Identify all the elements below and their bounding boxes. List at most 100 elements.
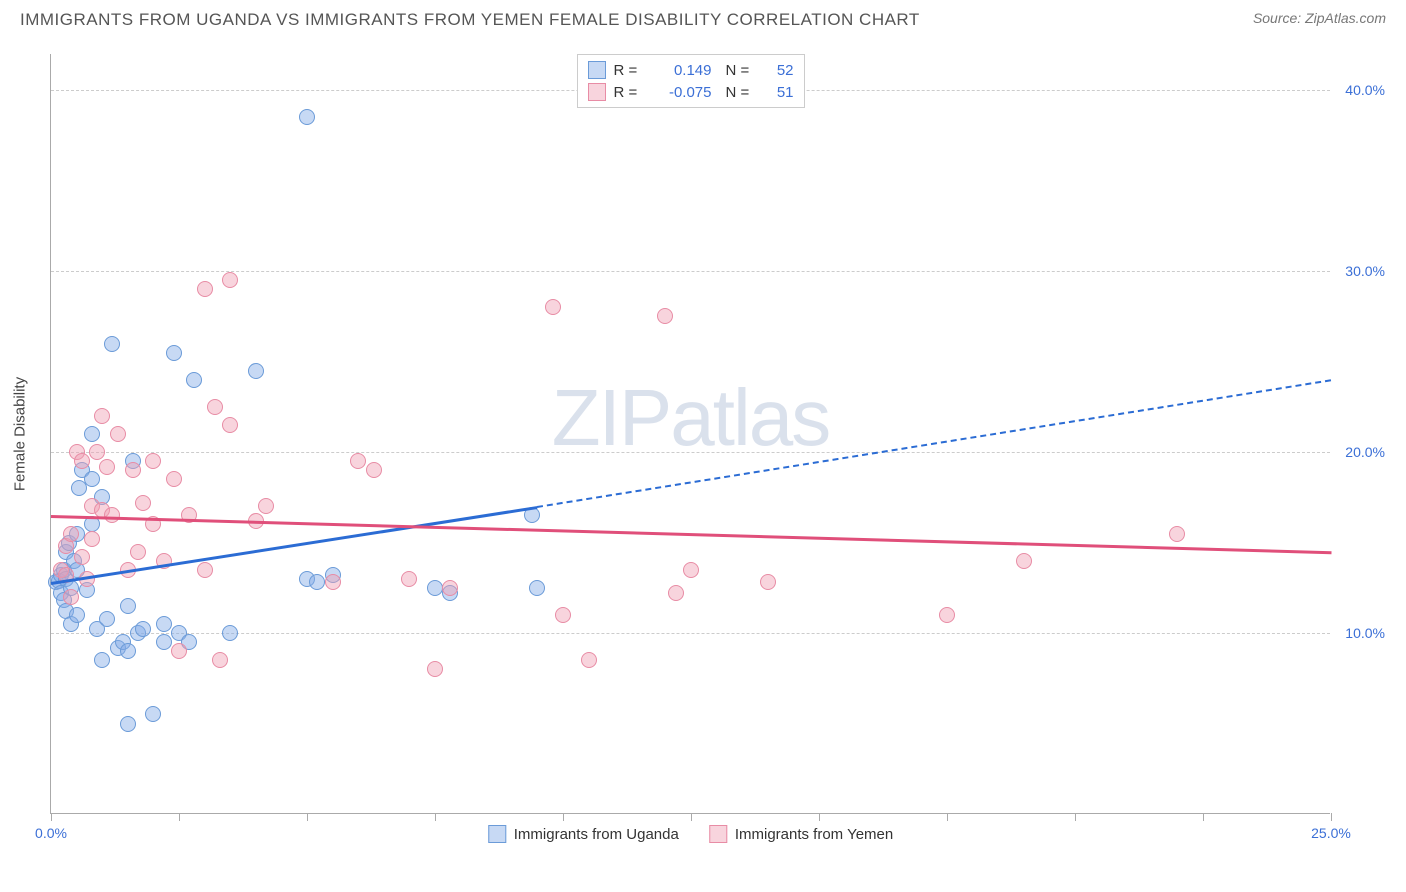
data-point bbox=[94, 408, 110, 424]
x-tick bbox=[947, 813, 948, 821]
data-point bbox=[350, 453, 366, 469]
gridline bbox=[51, 633, 1330, 634]
plot-area: ZIPatlas R =0.149N =52R =-0.075N =51 Imm… bbox=[50, 54, 1330, 814]
data-point bbox=[939, 607, 955, 623]
data-point bbox=[110, 426, 126, 442]
data-point bbox=[63, 589, 79, 605]
data-point bbox=[427, 661, 443, 677]
data-point bbox=[145, 453, 161, 469]
watermark: ZIPatlas bbox=[552, 372, 829, 464]
gridline bbox=[51, 452, 1330, 453]
data-point bbox=[74, 549, 90, 565]
x-tick bbox=[819, 813, 820, 821]
data-point bbox=[99, 459, 115, 475]
trend-line bbox=[51, 515, 1331, 554]
legend-r-value: 0.149 bbox=[652, 62, 712, 79]
data-point bbox=[207, 399, 223, 415]
data-point bbox=[529, 580, 545, 596]
data-point bbox=[427, 580, 443, 596]
chart-title: IMMIGRANTS FROM UGANDA VS IMMIGRANTS FRO… bbox=[20, 10, 920, 30]
data-point bbox=[84, 426, 100, 442]
legend-swatch bbox=[488, 825, 506, 843]
chart-source: Source: ZipAtlas.com bbox=[1253, 10, 1386, 26]
y-tick-label: 40.0% bbox=[1345, 82, 1385, 98]
data-point bbox=[156, 616, 172, 632]
data-point bbox=[130, 544, 146, 560]
data-point bbox=[104, 336, 120, 352]
data-point bbox=[120, 716, 136, 732]
x-tick bbox=[435, 813, 436, 821]
x-tick-label: 25.0% bbox=[1311, 825, 1351, 841]
y-tick-label: 10.0% bbox=[1345, 625, 1385, 641]
data-point bbox=[104, 507, 120, 523]
data-point bbox=[555, 607, 571, 623]
data-point bbox=[248, 363, 264, 379]
x-tick bbox=[51, 813, 52, 821]
data-point bbox=[222, 272, 238, 288]
legend-item: Immigrants from Yemen bbox=[709, 825, 893, 843]
trend-line bbox=[537, 380, 1331, 509]
data-point bbox=[120, 643, 136, 659]
legend-row: R =-0.075N =51 bbox=[588, 81, 794, 103]
series-legend: Immigrants from Uganda Immigrants from Ye… bbox=[488, 825, 893, 843]
data-point bbox=[366, 462, 382, 478]
x-tick bbox=[179, 813, 180, 821]
data-point bbox=[309, 574, 325, 590]
data-point bbox=[212, 652, 228, 668]
legend-r-label: R = bbox=[614, 62, 644, 79]
data-point bbox=[156, 634, 172, 650]
data-point bbox=[166, 345, 182, 361]
data-point bbox=[683, 562, 699, 578]
legend-swatch bbox=[709, 825, 727, 843]
data-point bbox=[581, 652, 597, 668]
x-tick bbox=[1203, 813, 1204, 821]
data-point bbox=[222, 625, 238, 641]
y-tick-label: 20.0% bbox=[1345, 444, 1385, 460]
legend-swatch bbox=[588, 61, 606, 79]
data-point bbox=[1016, 553, 1032, 569]
data-point bbox=[94, 652, 110, 668]
data-point bbox=[325, 574, 341, 590]
y-axis-label: Female Disability bbox=[12, 377, 29, 491]
data-point bbox=[69, 607, 85, 623]
data-point bbox=[135, 621, 151, 637]
gridline bbox=[51, 271, 1330, 272]
data-point bbox=[545, 299, 561, 315]
data-point bbox=[197, 562, 213, 578]
legend-r-label: R = bbox=[614, 84, 644, 101]
data-point bbox=[171, 643, 187, 659]
x-tick bbox=[691, 813, 692, 821]
correlation-legend: R =0.149N =52R =-0.075N =51 bbox=[577, 54, 805, 108]
legend-n-label: N = bbox=[726, 84, 756, 101]
data-point bbox=[99, 611, 115, 627]
data-point bbox=[135, 495, 151, 511]
legend-n-value: 51 bbox=[764, 84, 794, 101]
data-point bbox=[89, 444, 105, 460]
data-point bbox=[166, 471, 182, 487]
legend-n-value: 52 bbox=[764, 62, 794, 79]
data-point bbox=[84, 471, 100, 487]
data-point bbox=[145, 706, 161, 722]
x-tick bbox=[563, 813, 564, 821]
data-point bbox=[197, 281, 213, 297]
legend-n-label: N = bbox=[726, 62, 756, 79]
data-point bbox=[74, 453, 90, 469]
data-point bbox=[258, 498, 274, 514]
legend-row: R = 0.149 N = 52 bbox=[588, 59, 794, 81]
data-point bbox=[84, 531, 100, 547]
data-point bbox=[120, 598, 136, 614]
x-tick bbox=[1331, 813, 1332, 821]
data-point bbox=[657, 308, 673, 324]
chart-container: Female Disability ZIPatlas R = 0.149 N = 52… bbox=[10, 34, 1396, 834]
data-point bbox=[125, 462, 141, 478]
legend-swatch bbox=[588, 83, 606, 101]
data-point bbox=[760, 574, 776, 590]
data-point bbox=[63, 526, 79, 542]
y-tick-label: 30.0% bbox=[1345, 263, 1385, 279]
data-point bbox=[186, 372, 202, 388]
data-point bbox=[668, 585, 684, 601]
data-point bbox=[442, 580, 458, 596]
data-point bbox=[222, 417, 238, 433]
legend-item: Immigrants from Uganda bbox=[488, 825, 679, 843]
data-point bbox=[401, 571, 417, 587]
